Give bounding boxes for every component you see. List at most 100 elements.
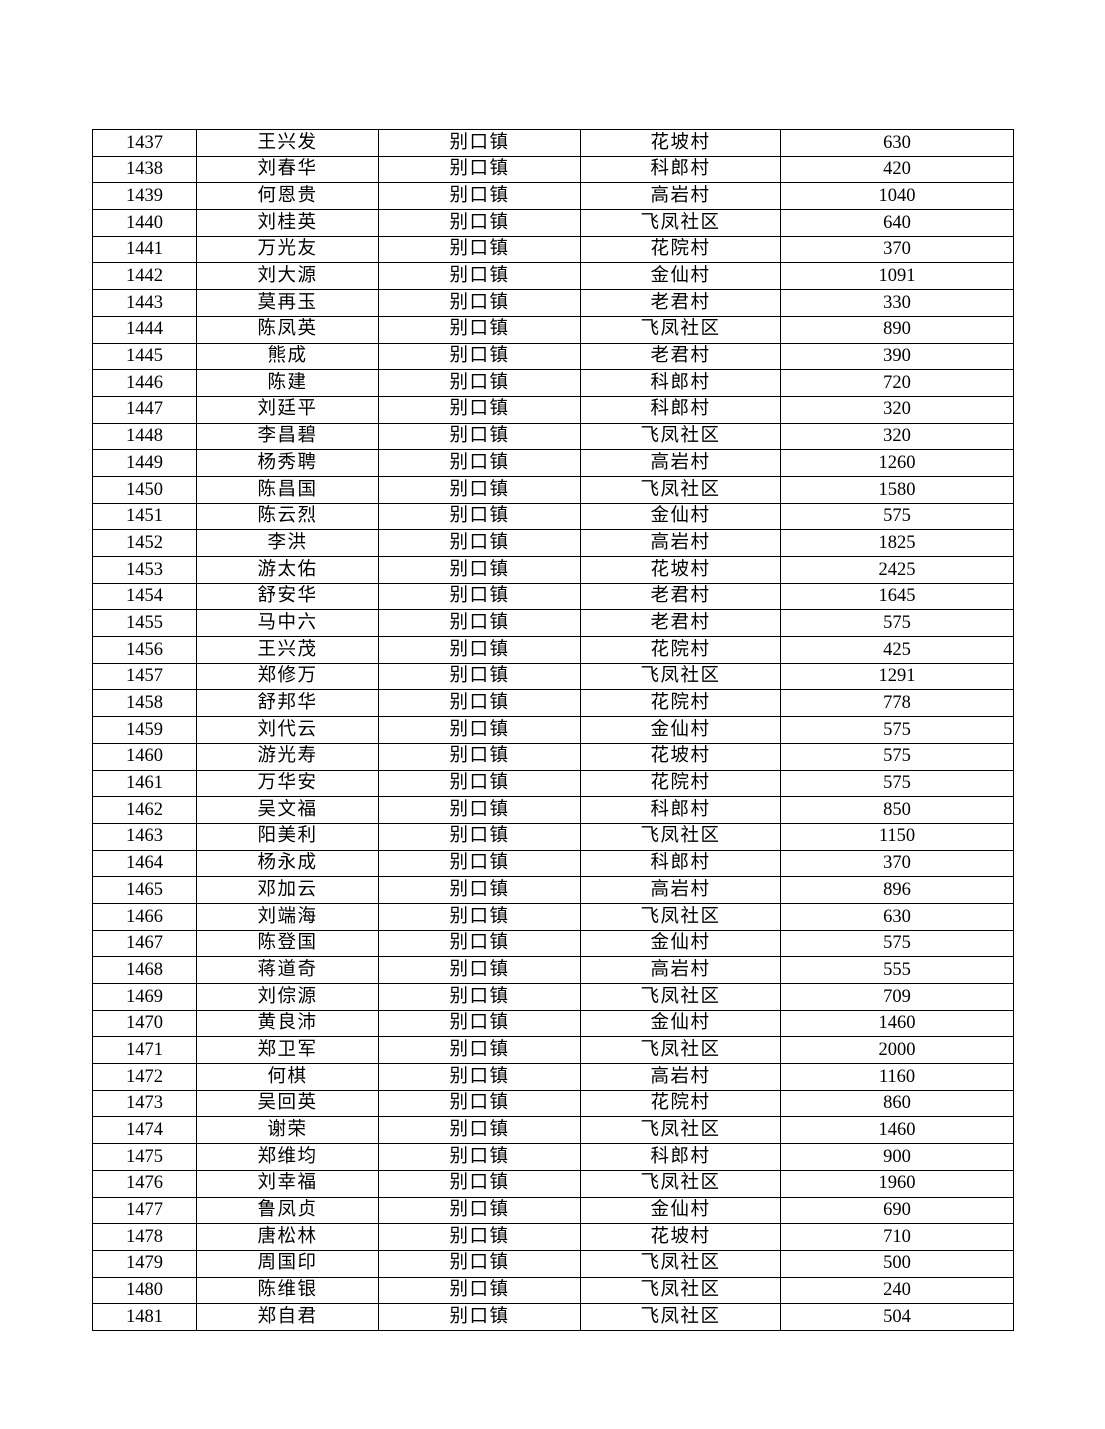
cell-town: 别口镇	[378, 876, 581, 904]
cell-sequence: 1471	[92, 1036, 197, 1065]
table-row: 1470 黄良沛 别口镇 金仙村 1460	[92, 1009, 1014, 1038]
cell-sequence: 1456	[92, 636, 197, 664]
cell-amount: 240	[780, 1276, 1014, 1305]
cell-name: 谢荣	[196, 1116, 379, 1145]
cell-village: 科郎村	[580, 796, 781, 824]
cell-town: 别口镇	[378, 342, 581, 371]
cell-name: 陈昌国	[196, 475, 379, 504]
cell-town: 别口镇	[378, 983, 581, 1011]
cell-amount: 1460	[780, 1116, 1014, 1145]
cell-village: 飞凤社区	[580, 1036, 781, 1065]
cell-sequence: 1449	[92, 449, 197, 477]
cell-village: 科郎村	[580, 849, 781, 878]
cell-amount: 860	[780, 1089, 1014, 1118]
cell-sequence: 1439	[92, 182, 197, 211]
cell-name: 刘端海	[196, 902, 379, 931]
cell-amount: 630	[780, 902, 1014, 931]
cell-village: 金仙村	[580, 716, 781, 744]
table-row: 1463 阳美利 别口镇 飞凤社区 1150	[92, 822, 1014, 851]
cell-village: 花院村	[580, 235, 781, 264]
cell-village: 老君村	[580, 342, 781, 371]
cell-name: 万华安	[196, 769, 379, 798]
cell-town: 别口镇	[378, 742, 581, 771]
cell-village: 老君村	[580, 289, 781, 317]
cell-amount: 1960	[780, 1169, 1014, 1198]
cell-sequence: 1477	[92, 1196, 197, 1225]
cell-name: 刘桂英	[196, 209, 379, 237]
cell-sequence: 1437	[92, 129, 197, 157]
cell-town: 别口镇	[378, 849, 581, 878]
cell-town: 别口镇	[378, 1143, 581, 1171]
table-row: 1450 陈昌国 别口镇 飞凤社区 1580	[92, 475, 1014, 504]
cell-name: 陈维银	[196, 1276, 379, 1305]
cell-town: 别口镇	[378, 716, 581, 744]
cell-sequence: 1457	[92, 662, 197, 691]
cell-village: 飞凤社区	[580, 902, 781, 931]
cell-amount: 1291	[780, 662, 1014, 691]
cell-amount: 1580	[780, 475, 1014, 504]
cell-sequence: 1467	[92, 929, 197, 958]
cell-village: 飞凤社区	[580, 1116, 781, 1145]
cell-sequence: 1458	[92, 689, 197, 718]
cell-village: 高岩村	[580, 1063, 781, 1091]
cell-amount: 709	[780, 983, 1014, 1011]
table-row: 1473 吴回英 别口镇 花院村 860	[92, 1089, 1014, 1118]
cell-village: 金仙村	[580, 1196, 781, 1225]
cell-name: 刘幸福	[196, 1169, 379, 1198]
cell-village: 高岩村	[580, 876, 781, 904]
cell-village: 老君村	[580, 582, 781, 611]
cell-sequence: 1454	[92, 582, 197, 611]
cell-amount: 1825	[780, 529, 1014, 557]
cell-sequence: 1475	[92, 1143, 197, 1171]
cell-amount: 690	[780, 1196, 1014, 1225]
cell-amount: 370	[780, 235, 1014, 264]
table-row: 1457 郑修万 别口镇 飞凤社区 1291	[92, 662, 1014, 691]
cell-amount: 575	[780, 609, 1014, 638]
cell-town: 别口镇	[378, 1116, 581, 1145]
cell-amount: 320	[780, 395, 1014, 424]
cell-town: 别口镇	[378, 449, 581, 477]
cell-name: 郑自君	[196, 1303, 379, 1331]
cell-town: 别口镇	[378, 1169, 581, 1198]
cell-village: 飞凤社区	[580, 475, 781, 504]
cell-sequence: 1463	[92, 822, 197, 851]
cell-town: 别口镇	[378, 1009, 581, 1038]
cell-sequence: 1481	[92, 1303, 197, 1331]
cell-town: 别口镇	[378, 556, 581, 584]
cell-sequence: 1462	[92, 796, 197, 824]
cell-town: 别口镇	[378, 422, 581, 451]
table-row: 1443 莫再玉 别口镇 老君村 330	[92, 289, 1014, 317]
cell-sequence: 1479	[92, 1249, 197, 1278]
cell-town: 别口镇	[378, 395, 581, 424]
table-row: 1476 刘幸福 别口镇 飞凤社区 1960	[92, 1169, 1014, 1198]
table-row: 1459 刘代云 别口镇 金仙村 575	[92, 716, 1014, 744]
cell-amount: 1160	[780, 1063, 1014, 1091]
cell-village: 高岩村	[580, 182, 781, 211]
cell-sequence: 1478	[92, 1223, 197, 1251]
cell-sequence: 1473	[92, 1089, 197, 1118]
cell-town: 别口镇	[378, 289, 581, 317]
cell-name: 吴回英	[196, 1089, 379, 1118]
cell-town: 别口镇	[378, 1089, 581, 1118]
table-row: 1442 刘大源 别口镇 金仙村 1091	[92, 262, 1014, 291]
cell-town: 别口镇	[378, 769, 581, 798]
cell-town: 别口镇	[378, 689, 581, 718]
table-row: 1480 陈维银 别口镇 飞凤社区 240	[92, 1276, 1014, 1305]
cell-village: 花坡村	[580, 742, 781, 771]
table-row: 1449 杨秀聘 别口镇 高岩村 1260	[92, 449, 1014, 477]
cell-name: 何棋	[196, 1063, 379, 1091]
cell-village: 飞凤社区	[580, 315, 781, 344]
cell-name: 刘廷平	[196, 395, 379, 424]
cell-town: 别口镇	[378, 902, 581, 931]
table-row: 1469 刘倧源 别口镇 飞凤社区 709	[92, 983, 1014, 1011]
cell-amount: 504	[780, 1303, 1014, 1331]
cell-village: 花院村	[580, 689, 781, 718]
table-row: 1454 舒安华 别口镇 老君村 1645	[92, 582, 1014, 611]
table-row: 1467 陈登国 别口镇 金仙村 575	[92, 929, 1014, 958]
cell-town: 别口镇	[378, 262, 581, 291]
cell-name: 熊成	[196, 342, 379, 371]
cell-town: 别口镇	[378, 475, 581, 504]
cell-amount: 575	[780, 929, 1014, 958]
cell-sequence: 1448	[92, 422, 197, 451]
cell-sequence: 1455	[92, 609, 197, 638]
